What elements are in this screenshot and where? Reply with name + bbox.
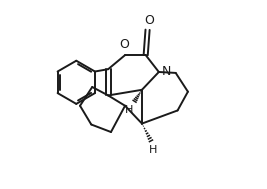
Text: H: H xyxy=(149,145,157,155)
Text: O: O xyxy=(119,38,129,51)
Text: H: H xyxy=(125,105,133,115)
Text: N: N xyxy=(162,65,172,77)
Text: O: O xyxy=(144,14,154,27)
